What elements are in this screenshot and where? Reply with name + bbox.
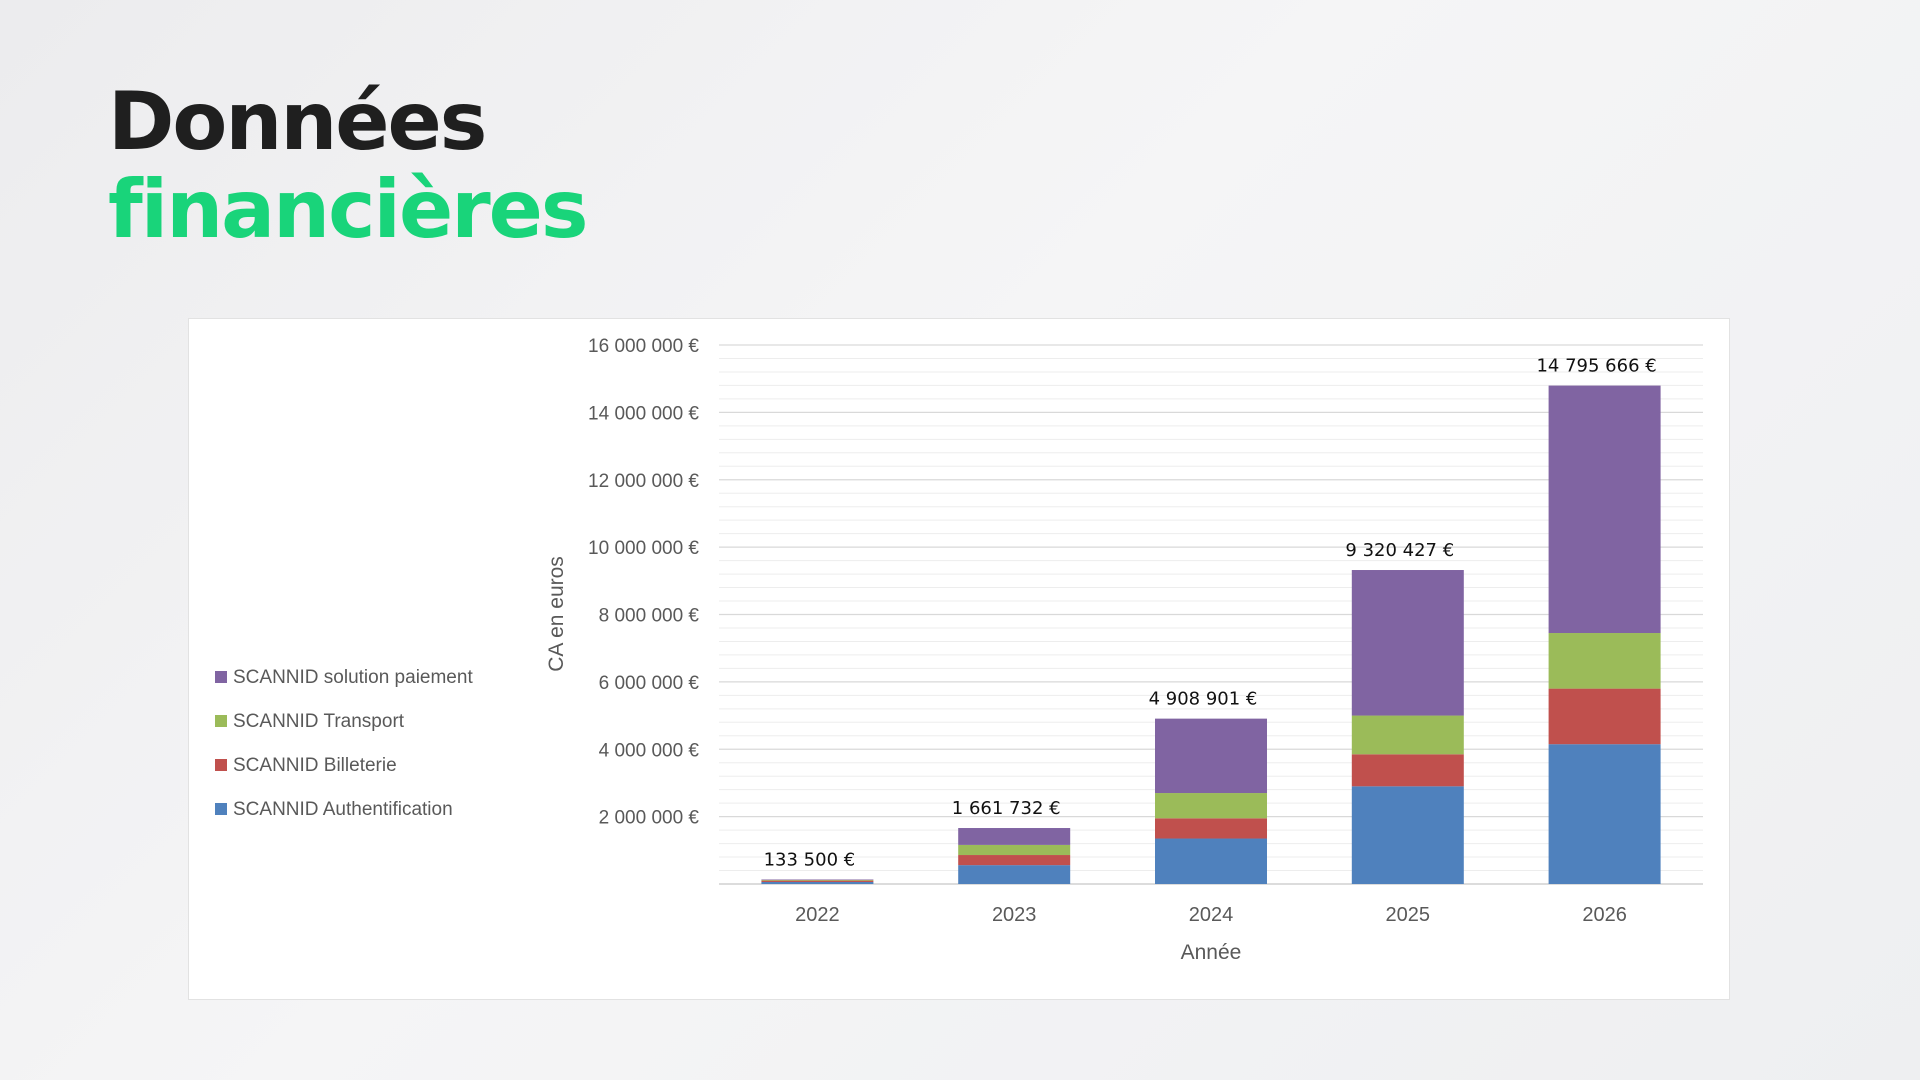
x-tick-label: 2022: [795, 904, 840, 926]
legend-swatch: [215, 803, 227, 815]
x-axis-title: Année: [1181, 941, 1242, 964]
legend-label: SCANNID Authentification: [233, 799, 453, 820]
bar-segment: [761, 881, 874, 884]
bar-segment: [1155, 793, 1267, 819]
bar-segment: [1351, 715, 1464, 755]
total-label: 1 661 732 €: [952, 798, 1061, 819]
x-tick-label: 2026: [1582, 904, 1627, 926]
bar-segment: [1155, 718, 1267, 794]
y-tick-label: 14 000 000 €: [588, 403, 699, 424]
legend-label: SCANNID Transport: [233, 711, 405, 732]
page-title: Données financières: [108, 75, 589, 256]
bar-segment: [958, 828, 1071, 845]
bar-segment: [1548, 385, 1661, 634]
y-tick-label: 4 000 000 €: [599, 740, 700, 761]
total-label: 9 320 427 €: [1345, 540, 1454, 561]
bar-segment: [1351, 786, 1464, 884]
legend-swatch: [215, 671, 227, 683]
bar-segment: [958, 865, 1071, 884]
bar-segment: [761, 880, 874, 882]
bar-segment: [1548, 633, 1661, 689]
y-tick-label: 12 000 000 €: [588, 471, 699, 492]
bar-segment: [1351, 570, 1464, 716]
title-line-2: financières: [108, 163, 589, 256]
bar-segment: [1548, 688, 1661, 745]
bar-segment: [958, 844, 1071, 856]
legend-swatch: [215, 715, 227, 727]
y-tick-label: 10 000 000 €: [588, 538, 699, 559]
y-tick-label: 8 000 000 €: [599, 606, 700, 627]
x-tick-label: 2025: [1386, 904, 1431, 926]
legend-swatch: [215, 759, 227, 771]
bar-segment: [1351, 754, 1464, 787]
bar-segment: [1548, 744, 1661, 884]
total-label: 4 908 901 €: [1149, 689, 1258, 710]
bar-segment: [958, 855, 1071, 866]
bar-segment: [1155, 838, 1267, 884]
legend-label: SCANNID solution paiement: [233, 667, 473, 688]
chart-panel: 2 000 000 € 4 000 000 € 6 000 000 € 8 000 0…: [188, 318, 1730, 1000]
x-tick-label: 2024: [1189, 904, 1234, 926]
total-label: 14 795 666 €: [1536, 356, 1656, 377]
revenue-chart: 2 000 000 € 4 000 000 € 6 000 000 € 8 000 0…: [215, 336, 1703, 964]
total-label: 133 500 €: [764, 850, 856, 871]
title-line-1: Données: [108, 75, 487, 168]
y-tick-label: 16 000 000 €: [588, 336, 699, 357]
bar-segment: [1155, 818, 1267, 839]
legend-label: SCANNID Billeterie: [233, 755, 397, 776]
y-tick-label: 2 000 000 €: [599, 808, 700, 829]
bar-segment: [761, 879, 874, 881]
y-tick-label: 6 000 000 €: [599, 673, 700, 694]
bar-segment: [761, 880, 874, 881]
y-axis-title: CA en euros: [545, 556, 568, 672]
x-tick-label: 2023: [992, 904, 1036, 926]
